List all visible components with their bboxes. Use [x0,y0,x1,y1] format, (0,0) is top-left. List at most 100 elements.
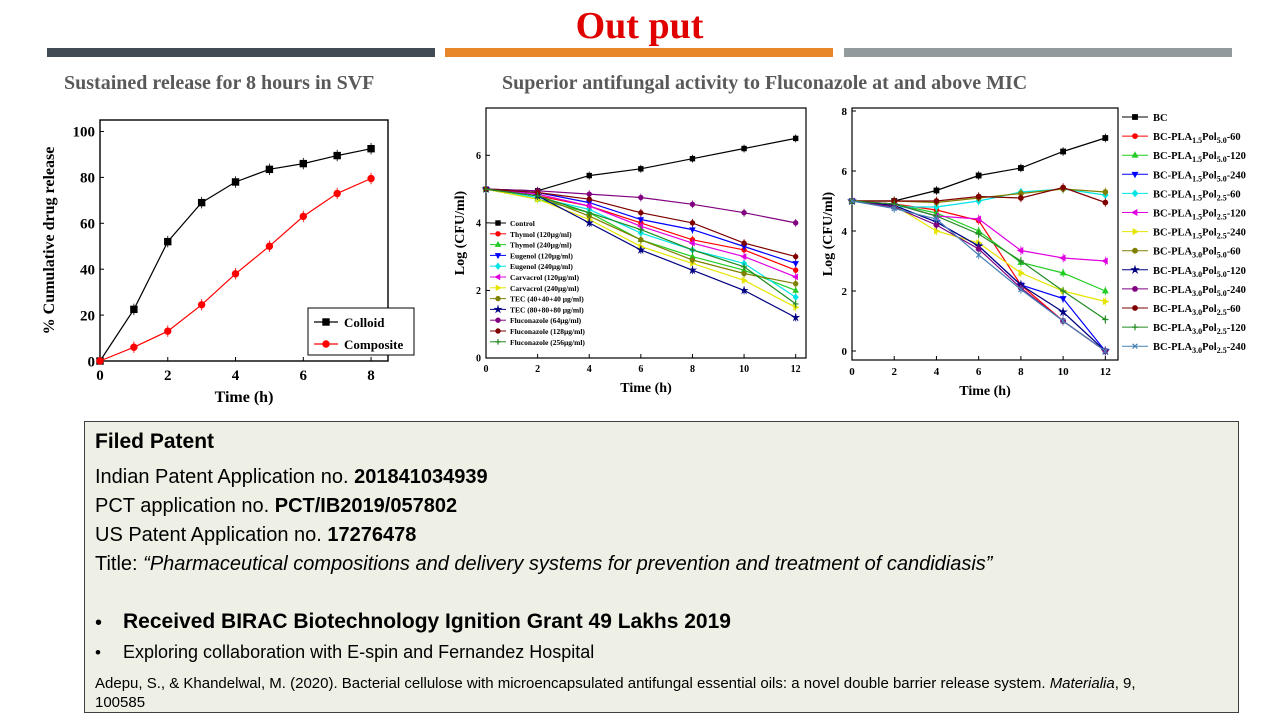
y-tick-label: 2 [476,286,481,297]
legend-label-mid: Pol [1202,304,1217,315]
data-point [849,198,855,204]
header-bar-right [844,48,1232,57]
legend-label-sub: 3.0 [1192,289,1202,298]
x-tick-label: 2 [891,366,897,378]
x-tick-label: 2 [535,364,540,375]
plot-frame [851,107,1119,361]
patent-title-line: Title: “Pharmaceutical compositions and … [95,553,992,576]
data-point [741,277,748,284]
patent-title-value: “Pharmaceutical compositions and deliver… [143,553,993,575]
reference-text: Adepu, S., & Khandelwal, M. (2020). Bact… [95,675,1050,692]
legend-label-suffix: -60 [1227,247,1241,258]
legend-label-suffix: -240 [1227,285,1246,296]
data-point [1059,296,1067,303]
legend-marker [495,338,501,345]
reference-journal: Materialia [1049,675,1115,692]
legend-marker [495,317,501,323]
legend-marker [494,253,502,260]
data-point [792,301,799,307]
data-point [231,178,240,186]
legend-label: Fluconazole (64µg/ml) [510,316,582,325]
data-point [791,273,798,281]
legend-label: TEC (40+40+40 µg/ml) [510,295,584,304]
legend-label-suffix: -120 [1227,209,1246,220]
legend-marker [495,328,501,334]
data-point [1102,316,1109,323]
data-point [689,247,696,253]
legend-label-suffix: -240 [1227,342,1246,353]
x-tick-label: 10 [1058,366,1070,378]
legend-label: BC-PLA1.5Pol2.5-120 [1153,209,1246,222]
legend-label-mid: Pol [1202,132,1217,143]
y-tick-label: 6 [842,166,848,178]
series-12 [849,198,1109,356]
data-point [1017,195,1024,201]
legend-marker [1132,228,1139,236]
legend-marker [1132,286,1138,292]
data-point [586,209,593,216]
legend-label: Colloid [344,315,385,330]
legend-marker [322,340,330,348]
data-point [974,215,982,223]
data-point [689,257,696,263]
data-point [265,165,274,174]
legend-label-suffix: -120 [1227,151,1246,162]
data-point [1102,135,1109,141]
legend-label: Thymol (240µg/ml) [510,241,572,250]
data-point [1102,199,1109,206]
x-tick-label: 4 [934,366,940,378]
legend-marker [494,262,502,270]
series-line [852,137,1106,202]
legend-label: BC-PLA1.5Pol5.0-60 [1153,132,1241,145]
data-point [299,212,307,221]
y-tick-label: 0 [842,346,848,358]
data-point [197,301,206,309]
legend-label: Composite [344,337,403,352]
data-point [933,222,940,228]
data-point [740,253,747,260]
data-point [689,220,696,226]
legend-label-name: BC-PLA [1153,228,1193,239]
legend-label: TEC (80+80+80 µg/ml) [510,305,584,314]
y-tick-label: 20 [80,308,95,324]
patent-heading: Filed Patent [95,430,215,453]
legend-label-name: BC-PLA [1153,132,1193,143]
us-patent-label: US Patent Application no. [95,524,328,546]
legend: BCBC-PLA1.5Pol5.0-60BC-PLA1.5Pol5.0-120B… [1122,113,1246,355]
legend-label-sub: 5.0 [1217,136,1227,145]
data-point [792,261,799,268]
legend-label-name: BC-PLA [1153,151,1193,162]
patent-title-label: Title: [95,553,144,575]
legend-label-mid: Pol [1202,342,1217,353]
legend-label-name: BC-PLA [1153,209,1193,220]
y-axis-label: Log (CFU/ml) [453,190,468,275]
legend-label-sub: 2.5 [1217,346,1227,355]
data-point [933,216,940,222]
legend-marker [494,273,501,281]
plot-frame [485,107,807,359]
legend-label-sub: 3.0 [1192,251,1202,260]
x-tick-label: 12 [1100,366,1112,378]
data-point [891,205,898,212]
x-tick-label: 0 [96,368,104,384]
legend-marker [495,220,501,226]
legend-label: Fluconazole (128µg/ml) [510,327,585,336]
x-axis-label: Time (h) [215,389,274,406]
x-tick-label: 0 [849,366,855,378]
patent-panel: Filed Patent Indian Patent Application n… [84,421,1239,713]
data-point [975,193,982,200]
y-tick-label: 60 [80,217,95,233]
legend-label-sub: 1.5 [1192,174,1202,183]
x-tick-label: 12 [791,364,801,375]
legend-label-name: BC-PLA [1153,189,1193,200]
x-tick-label: 10 [739,364,749,375]
indian-patent-line: Indian Patent Application no. 2018410349… [95,466,488,489]
data-point [741,145,747,152]
x-tick-label: 4 [587,364,592,375]
data-point [585,202,592,210]
legend: Control Thymol (120µg/ml) Thymol (240µg/ml… [490,219,585,347]
data-point [1016,247,1024,254]
legend-label-name: BC [1153,113,1168,124]
series-11 [483,186,799,308]
legend-label: Carvacrol (240µg/ml) [510,284,579,293]
